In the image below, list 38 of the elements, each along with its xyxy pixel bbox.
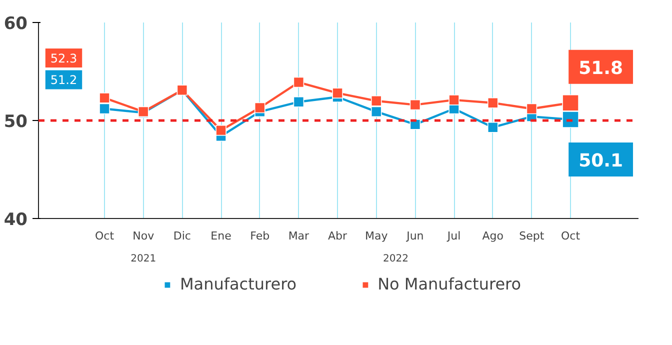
- legend-label: Manufacturero: [180, 274, 297, 294]
- x-tick-label: Abr: [328, 230, 348, 242]
- y-tick-label: 60: [4, 14, 28, 34]
- point: [332, 88, 343, 98]
- x-tick-label: Dic: [173, 230, 191, 242]
- point: [99, 103, 110, 114]
- x-tick-label: Ago: [482, 230, 504, 242]
- point: [370, 96, 382, 106]
- x-tick-label: May: [364, 230, 388, 242]
- point: [293, 96, 304, 108]
- point: [448, 94, 460, 106]
- point: [99, 92, 110, 104]
- point: [526, 103, 538, 114]
- point: [216, 124, 226, 136]
- x-tick-label: Ene: [210, 230, 232, 242]
- data-label: 52.3: [50, 51, 78, 66]
- x-tick-label: Mar: [288, 230, 310, 242]
- point: [487, 122, 498, 133]
- y-tick-label: 40: [4, 210, 28, 230]
- data-label: 51.2: [50, 73, 78, 88]
- point: [293, 76, 304, 88]
- x-tick-label: Oct: [561, 230, 581, 242]
- data-label: 50.1: [578, 150, 624, 172]
- x-tick-label: Feb: [250, 230, 270, 242]
- point: [254, 102, 266, 114]
- x-tick-label: Oct: [95, 230, 115, 242]
- point: [370, 106, 382, 118]
- text: 2022: [383, 254, 409, 264]
- x-tick-label: Jul: [446, 230, 461, 242]
- legend-label: No Manufacturero: [378, 274, 522, 294]
- point: [487, 97, 498, 108]
- text: 2021: [130, 254, 156, 264]
- x-tick-label: Sept: [519, 230, 545, 242]
- x-tick-label: Nov: [132, 230, 155, 242]
- data-label: 51.8: [578, 58, 624, 79]
- point: [410, 99, 421, 110]
- x-tick-label: Jun: [406, 230, 424, 242]
- y-tick-label: 50: [4, 112, 28, 132]
